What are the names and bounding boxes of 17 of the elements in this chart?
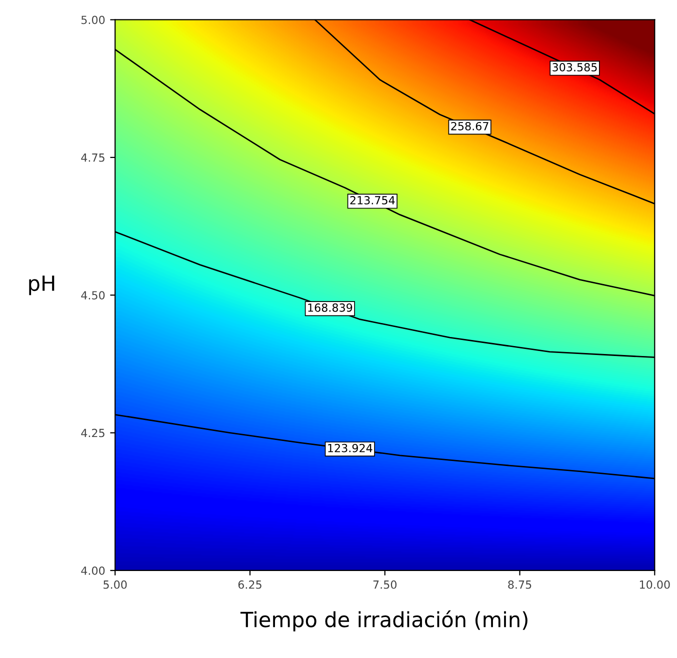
- x-tick-label: 8.75: [508, 580, 532, 589]
- x-tick-label: 7.50: [373, 580, 397, 589]
- x-tick-label: 6.25: [238, 580, 262, 589]
- series-label: 258.67: [451, 122, 488, 130]
- x-tick-label: 10.00: [640, 580, 670, 589]
- series-label: 303.585: [552, 63, 597, 72]
- series-label: 123.924: [328, 444, 372, 452]
- y-tick-label: 4.50: [81, 291, 105, 300]
- series-label: 168.839: [308, 303, 352, 312]
- series-label: 213.754: [350, 196, 395, 204]
- y-tick-label: 5.00: [81, 16, 105, 24]
- x-tick-label: 5.00: [104, 580, 127, 589]
- y-axis-title: pH: [29, 276, 54, 296]
- x-axis-title: Tiempo de irradiación (min): [240, 610, 528, 632]
- y-tick-label: 4.75: [81, 154, 104, 162]
- y-tick-label: 4.25: [81, 428, 104, 438]
- y-tick-label: 4.00: [81, 566, 105, 575]
